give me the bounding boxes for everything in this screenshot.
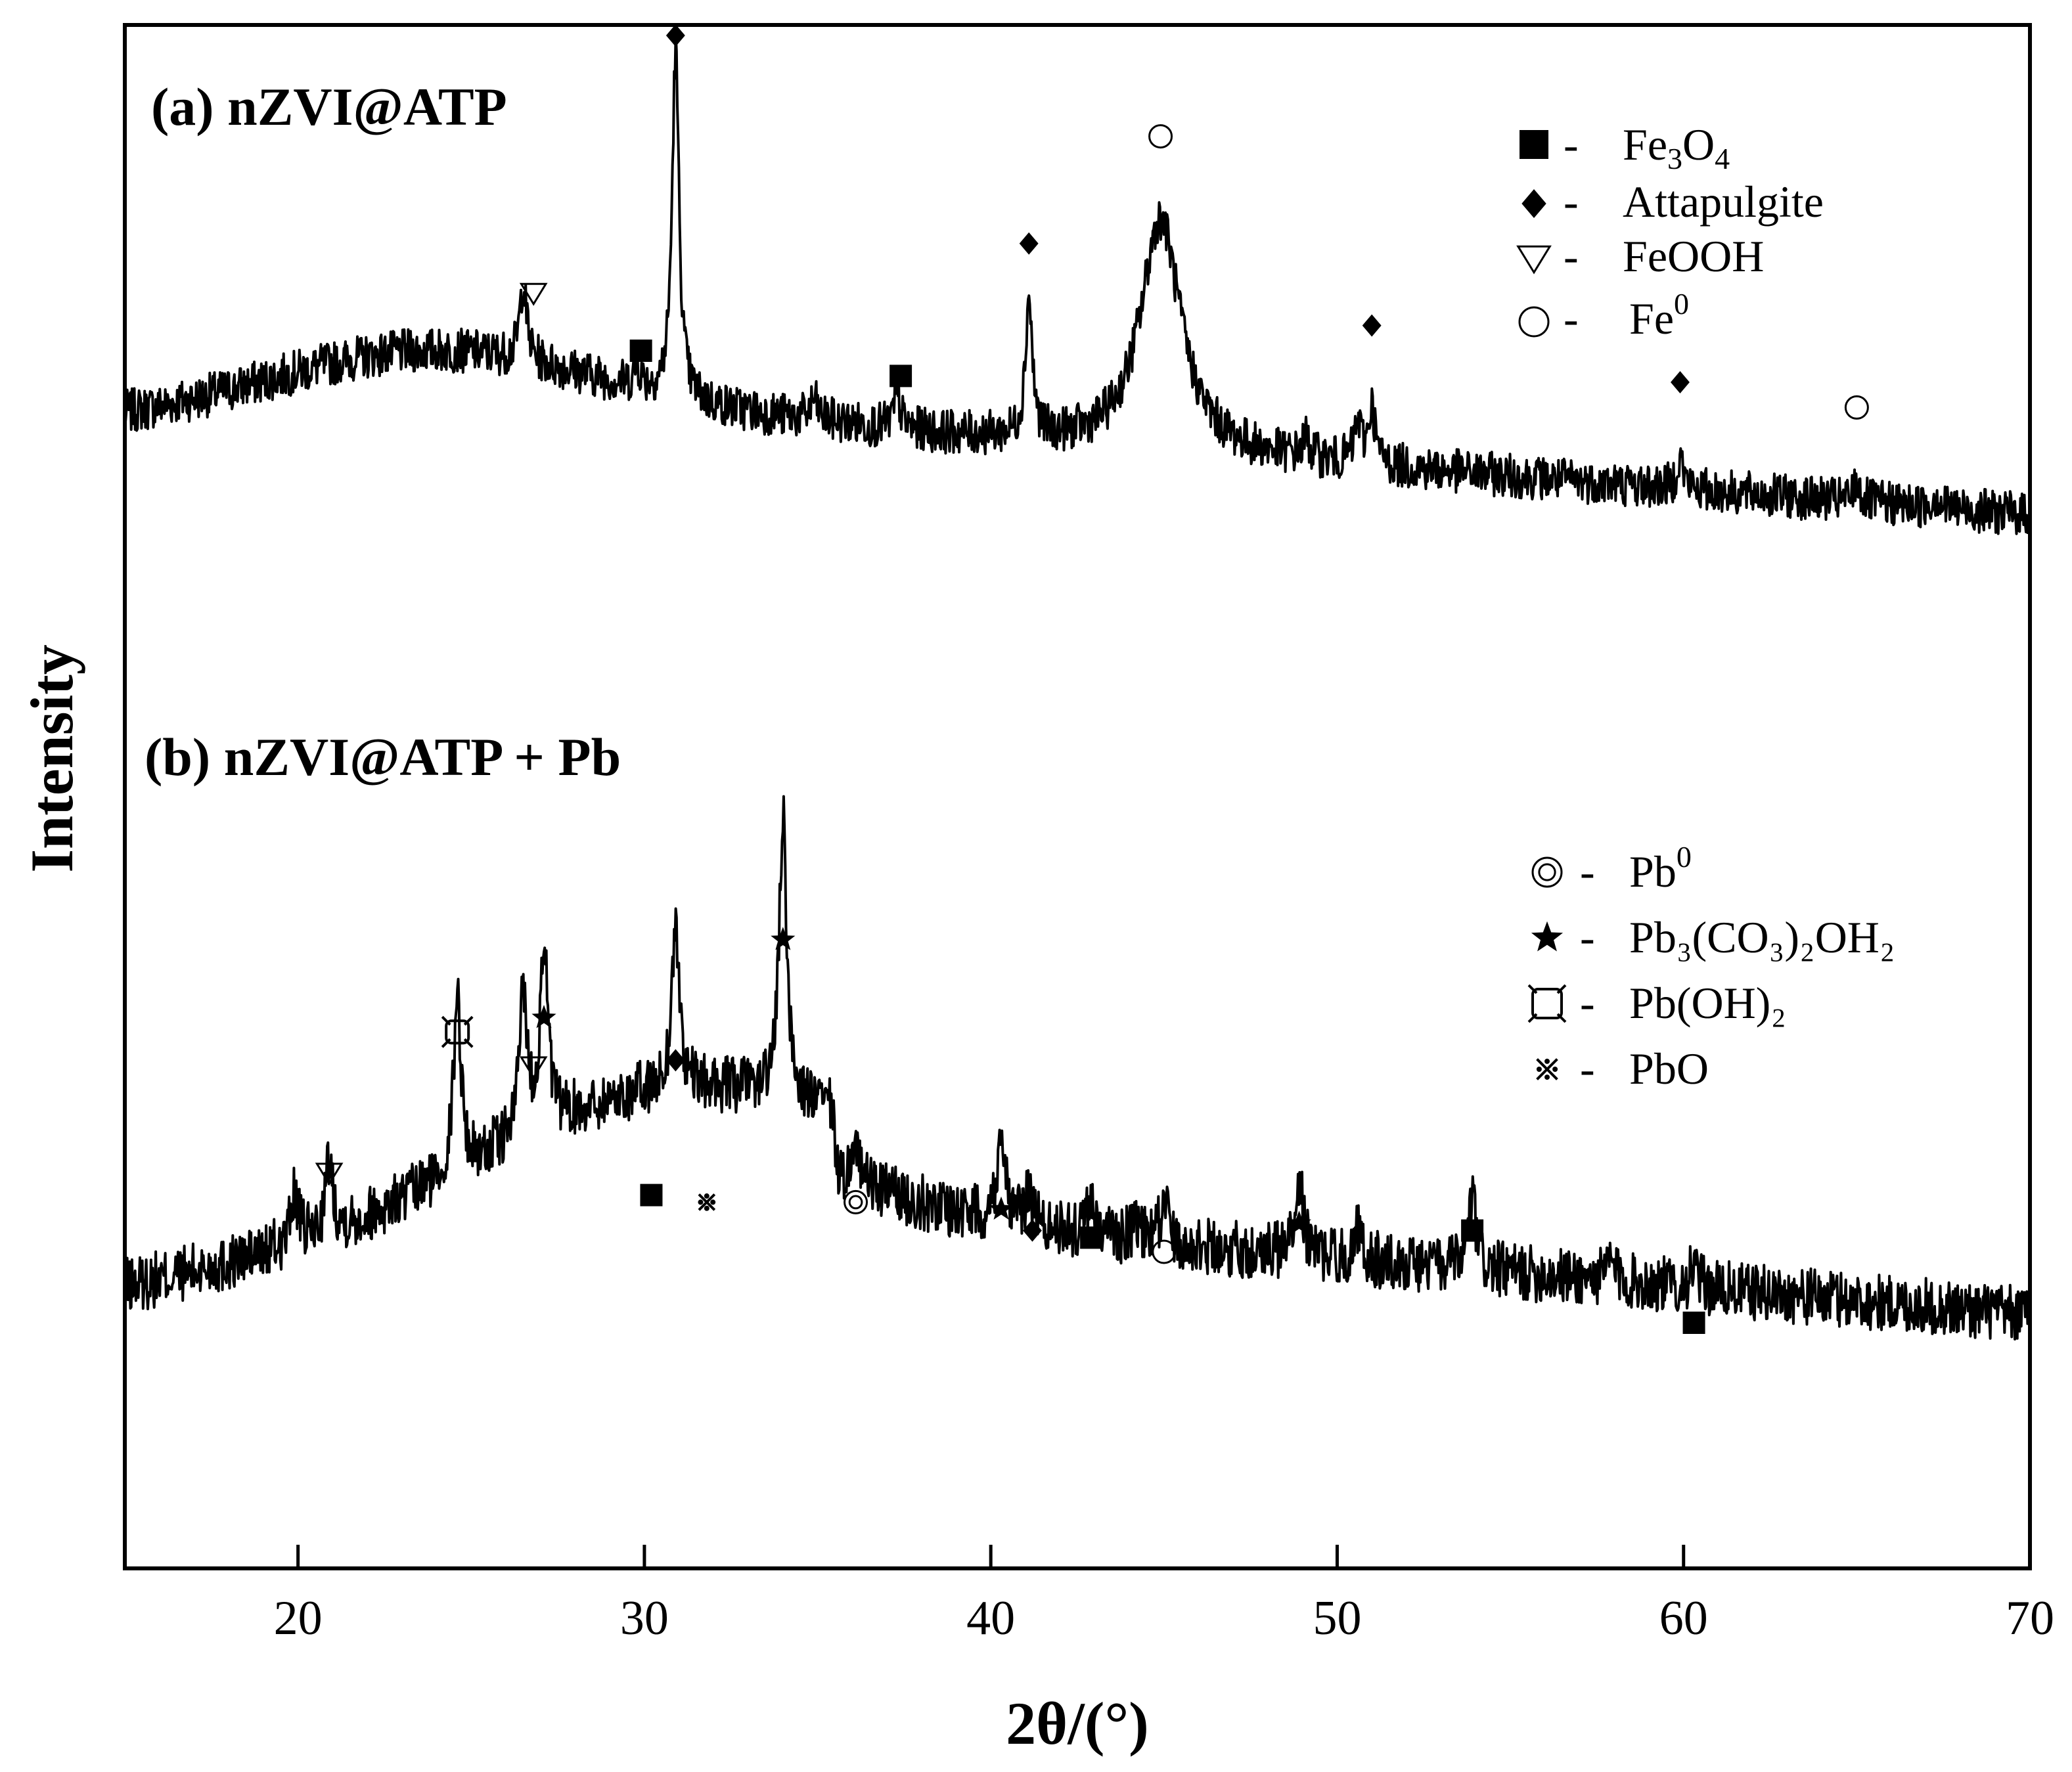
panel-a-title: (a) nZVI@ATP [151,77,507,137]
legend-b-item-pb3co3oh2: - Pb₃(CO₃)₂OH₂ [1580,912,1895,962]
svg-text:-: - [1580,847,1595,897]
svg-text:-: - [1564,177,1579,227]
x-axis-title: 2θ/(°) [1006,1690,1149,1757]
legend-a-fe0-label: Fe0 [1629,287,1689,343]
x-tick-label: 70 [2006,1591,2054,1645]
legend-a-item-attapulgite: - Attapulgite [1564,177,1824,227]
peak-marker-square [1461,1219,1484,1242]
legend-b-pboh2-label: Pb(OH)₂ [1629,978,1786,1028]
svg-text:-: - [1580,978,1595,1028]
peak-marker-diamond [1362,314,1382,337]
legend-b-symbol-asterisk [1536,1058,1558,1080]
legend-b-pb0-label: Pb0 [1629,840,1692,897]
pattern-line-b [124,795,2031,1340]
x-tick-label: 20 [274,1591,323,1645]
x-tick-label: 30 [620,1591,669,1645]
y-axis-title: Intensity [18,644,85,873]
legend-a-attapulgite-label: Attapulgite [1623,177,1824,227]
peak-marker-square [640,1184,663,1207]
peak-marker-square [890,365,912,388]
legend-a-symbol-triangle [1516,245,1552,275]
pattern-b-trace [124,795,2031,1340]
legend-b-pbo-label: PbO [1629,1044,1709,1094]
peak-marker-circle [1152,1239,1177,1264]
peak-marker-diamond [665,1049,685,1072]
panel-b-title: (b) nZVI@ATP + Pb [145,727,621,787]
pattern-line-a [124,33,2031,535]
peak-marker-diamond [1019,232,1039,255]
legend-b-item-pboh2: - Pb(OH)₂ [1580,978,1786,1028]
legend-b-symbol-star [1531,921,1564,952]
legend-b-item-pb0: - Pb0 [1580,840,1692,897]
svg-text:-: - [1564,294,1579,343]
peak-marker-diamond [1671,371,1690,393]
peak-marker-star [771,927,796,950]
peak-marker-asterisk [698,1193,716,1211]
peak-marker-triangle [315,1163,344,1186]
peak-marker-circle [1844,395,1869,420]
peak-markers [315,24,1869,1334]
legend-a-item-feooh: - FeOOH [1564,231,1764,281]
x-tick-label: 40 [966,1591,1015,1645]
legend-a-symbol-square [1520,130,1548,159]
peak-marker-square [629,340,652,362]
svg-text:-: - [1580,912,1595,962]
legend-a-fe3o4-label: Fe3O4 [1623,120,1730,175]
legend-a-item-fe3o4: - Fe3O4 [1564,120,1730,175]
pattern-a-trace [124,33,2031,535]
peak-marker-circle [1148,124,1173,149]
legend-a-feooh-label: FeOOH [1623,231,1764,281]
legend-a-symbol-circle [1518,306,1550,338]
peak-marker-square [1682,1312,1705,1334]
legend-b: - Pb0 - Pb₃(CO₃)₂OH₂ - Pb(OH)₂ - PbO [1527,840,1895,1094]
peak-marker-diamond [1023,1219,1042,1242]
plot-frame [123,23,2032,1570]
peak-marker-diamond [665,24,685,47]
x-tick-label: 60 [1659,1591,1708,1645]
legend-b-item-pbo: - PbO [1580,1044,1709,1094]
svg-text:-: - [1580,1044,1595,1094]
peak-marker-star [1286,1210,1311,1234]
x-tick-label: 50 [1313,1591,1361,1645]
legend-b-symbol-hollow-square [1527,984,1567,1023]
svg-text:-: - [1564,231,1579,281]
peak-marker-star [989,1196,1014,1220]
legend-a: - Fe3O4 - Attapulgite - FeOOH - Fe0 [1516,120,1824,343]
x-axis-ticks: 20 30 40 50 60 70 [274,1545,2054,1645]
peak-marker-hollow-square [441,1015,474,1048]
legend-b-pb3co3oh2-label: Pb₃(CO₃)₂OH₂ [1629,912,1895,962]
peak-marker-triangle [519,1056,548,1080]
legend-b-symbol-double-circle [1531,856,1563,888]
peak-marker-triangle [519,282,548,306]
peak-marker-double-circle [844,1189,868,1214]
peak-marker-star [531,1005,556,1029]
legend-a-symbol-diamond [1521,189,1546,218]
svg-text:-: - [1564,120,1579,169]
peak-marker-square [1080,1226,1103,1249]
legend-a-item-fe0: - Fe0 [1564,287,1689,343]
